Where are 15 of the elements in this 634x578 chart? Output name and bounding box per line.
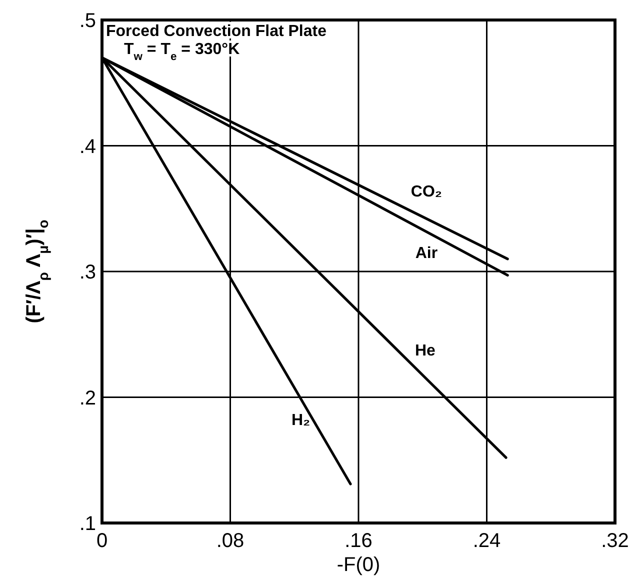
x-tick-label: .24 bbox=[472, 530, 501, 552]
series-label: H₂ bbox=[291, 412, 310, 429]
series-label: CO₂ bbox=[410, 184, 442, 201]
x-axis-title: -F(0) bbox=[336, 554, 380, 576]
y-tick-label: .1 bbox=[79, 513, 96, 535]
series-label: He bbox=[414, 342, 436, 360]
series-label: Air bbox=[415, 244, 438, 262]
x-tick-label: .16 bbox=[344, 530, 372, 552]
y-tick-label: .2 bbox=[79, 387, 96, 410]
y-tick-label: .4 bbox=[79, 136, 96, 158]
y-tick-label: .3 bbox=[79, 262, 96, 284]
x-tick-label: 0 bbox=[96, 530, 108, 552]
y-tick-label: .5 bbox=[79, 10, 96, 32]
x-tick-label: .08 bbox=[216, 530, 244, 552]
x-tick-label: .32 bbox=[601, 530, 629, 552]
